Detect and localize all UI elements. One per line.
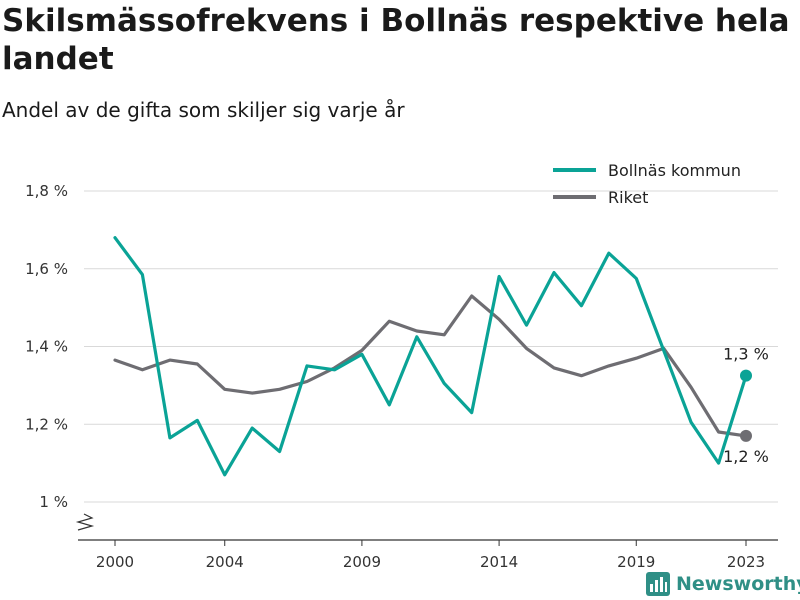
y-tick-label: 1 % (39, 493, 68, 511)
x-axis (75, 513, 778, 541)
chart-subtitle: Andel av de gifta som skiljer sig varje … (2, 98, 405, 122)
y-tick-label: 1,2 % (25, 415, 68, 433)
legend: Bollnäs kommun Riket (553, 161, 741, 207)
end-marker-bollnas (740, 369, 752, 382)
x-tick-label: 2019 (617, 553, 655, 571)
legend-label: Bollnäs kommun (608, 161, 741, 180)
x-tick-label: 2004 (206, 553, 244, 571)
x-tick-label: 2023 (727, 553, 765, 571)
x-tick-label: 2000 (96, 553, 134, 571)
axis-break-icon (75, 513, 95, 531)
gridlines (84, 190, 778, 503)
brand-name: Newsworthy (676, 573, 800, 595)
y-tick-label: 1,4 % (25, 338, 68, 356)
y-tick-label: 1,8 % (25, 182, 68, 200)
newsworthy-logo-icon (646, 572, 670, 596)
series-lines (113, 236, 748, 477)
newsworthy-logo: Newsworthy (646, 570, 800, 598)
end-label-riket: 1,2 % (723, 447, 769, 466)
series-line-riket (113, 294, 748, 438)
series-line-bollnas (113, 236, 748, 477)
end-marker-riket (740, 429, 752, 442)
chart-title: Skilsmässofrekvens i Bollnäs respektive … (2, 3, 790, 77)
legend-label: Riket (608, 188, 648, 207)
end-label-bollnas: 1,3 % (723, 345, 769, 364)
x-axis-ticks: 2000 2004 2009 2014 2019 2023 (96, 540, 765, 571)
y-axis-ticks: 1 % 1,2 % 1,4 % 1,6 % 1,8 % (25, 182, 68, 511)
x-tick-label: 2014 (480, 553, 518, 571)
end-markers: 1,3 % 1,2 % (723, 345, 769, 466)
x-tick-label: 2009 (343, 553, 381, 571)
y-tick-label: 1,6 % (25, 260, 68, 278)
